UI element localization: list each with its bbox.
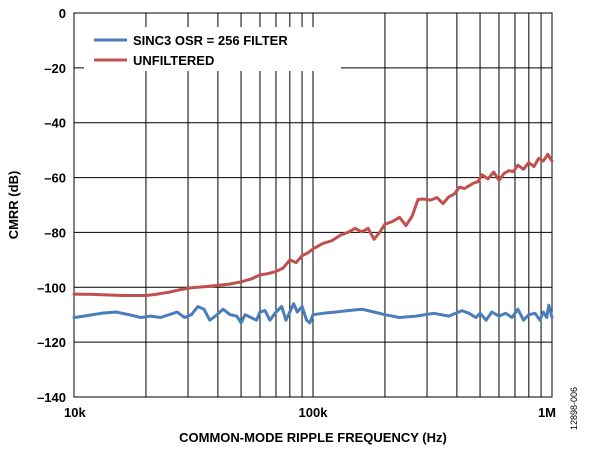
legend-label: SINC3 OSR = 256 FILTER — [133, 33, 288, 48]
series-line — [72, 302, 554, 325]
y-tick-label: –60 — [44, 171, 66, 186]
series-line — [72, 152, 554, 297]
legend-label: UNFILTERED — [133, 53, 214, 68]
y-tick-label: –40 — [44, 116, 66, 131]
y-tick-label: –140 — [37, 390, 66, 405]
x-tick-labels: 10k 100k 1M — [64, 405, 556, 420]
y-tick-label: –20 — [44, 61, 66, 76]
figure-id: 12898-006 — [569, 387, 579, 430]
y-tick-label: –80 — [44, 225, 66, 240]
x-axis-label: COMMON-MODE RIPPLE FREQUENCY (Hz) — [179, 430, 447, 445]
y-tick-label: –120 — [37, 335, 66, 350]
x-tick-label: 1M — [538, 405, 556, 420]
x-tick-label: 10k — [64, 405, 86, 420]
y-tick-label: –100 — [37, 280, 66, 295]
y-axis-label: CMRR (dB) — [6, 171, 21, 240]
y-tick-label: 0 — [59, 6, 66, 21]
x-tick-label: 100k — [299, 405, 329, 420]
plot-frame — [73, 12, 553, 398]
legend: SINC3 OSR = 256 FILTER UNFILTERED — [84, 27, 341, 71]
y-tick-labels: 0 –20 –40 –60 –80 –100 –120 –140 — [37, 6, 66, 405]
series-lines — [72, 152, 554, 325]
legend-box — [84, 27, 341, 71]
